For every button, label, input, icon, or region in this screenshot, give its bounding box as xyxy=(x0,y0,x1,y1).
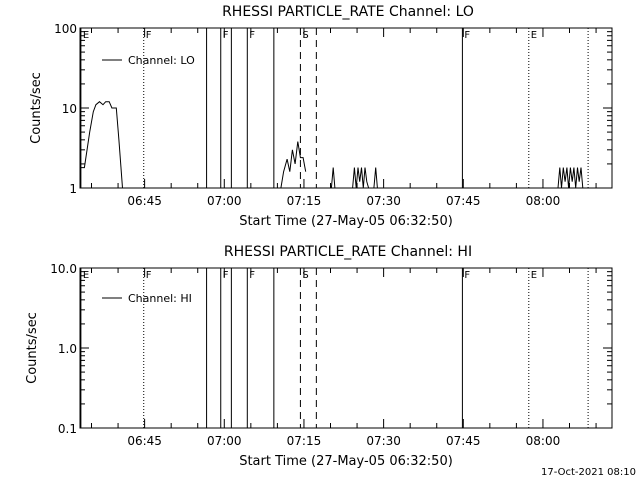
x-axis-label: Start Time (27-May-05 06:32:50) xyxy=(239,454,453,469)
y-tick-label: 100 xyxy=(54,22,77,36)
event-marker-label: S xyxy=(302,30,308,41)
x-tick-label: 08:00 xyxy=(526,194,561,208)
event-marker-label: F xyxy=(146,30,152,41)
y-axis-label: Counts/sec xyxy=(29,72,44,144)
legend-label: Channel: HI xyxy=(128,292,192,305)
y-tick-label: 10.0 xyxy=(50,262,77,276)
y-tick-label: 10 xyxy=(62,102,77,116)
y-tick-label: 0.1 xyxy=(58,422,77,436)
event-marker-label: F xyxy=(146,270,152,281)
chart-panel-hi: RHESSI PARTICLE_RATE Channel: HI Counts/… xyxy=(25,244,613,469)
event-marker-label: F xyxy=(223,30,229,41)
chart-panel-lo: RHESSI PARTICLE_RATE Channel: LO Counts/… xyxy=(29,4,613,229)
plot-frame xyxy=(79,27,613,189)
plot-frame xyxy=(79,267,613,429)
legend-label: Channel: LO xyxy=(128,54,195,67)
series-line-segment xyxy=(352,167,378,189)
x-tick-label: 06:45 xyxy=(127,434,162,448)
event-marker-label: F xyxy=(464,270,470,281)
x-tick-label: 07:45 xyxy=(446,194,481,208)
x-tick-label: 07:15 xyxy=(287,434,322,448)
event-marker-label: F xyxy=(249,270,255,281)
x-axis-label: Start Time (27-May-05 06:32:50) xyxy=(239,214,453,229)
event-marker-label: E xyxy=(83,30,89,41)
y-tick-label: 1 xyxy=(69,182,77,196)
footer-timestamp: 17-Oct-2021 08:10 xyxy=(541,467,636,478)
event-marker-label: F xyxy=(464,30,470,41)
x-tick-label: 06:45 xyxy=(127,194,162,208)
event-marker-label: F xyxy=(223,270,229,281)
x-tick-label: 07:15 xyxy=(287,194,322,208)
x-tick-label: 07:45 xyxy=(446,434,481,448)
x-tick-label: 07:30 xyxy=(366,434,401,448)
chart-title: RHESSI PARTICLE_RATE Channel: LO xyxy=(222,4,474,20)
event-marker-label: F xyxy=(249,30,255,41)
y-axis-label: Counts/sec xyxy=(25,312,40,384)
event-marker-label: E xyxy=(83,270,89,281)
event-marker-label: E xyxy=(531,270,537,281)
x-tick-label: 07:00 xyxy=(207,194,242,208)
x-tick-label: 08:00 xyxy=(526,434,561,448)
series-line-segment xyxy=(557,167,584,189)
series-line-segment xyxy=(330,167,336,189)
chart-title: RHESSI PARTICLE_RATE Channel: HI xyxy=(224,244,472,260)
x-tick-label: 07:30 xyxy=(366,194,401,208)
event-marker-label: E xyxy=(531,30,537,41)
y-tick-label: 1.0 xyxy=(58,342,77,356)
series-line-segment xyxy=(280,141,307,189)
event-marker-label: S xyxy=(302,270,308,281)
x-tick-label: 07:00 xyxy=(207,434,242,448)
series-line-segment xyxy=(80,101,123,189)
